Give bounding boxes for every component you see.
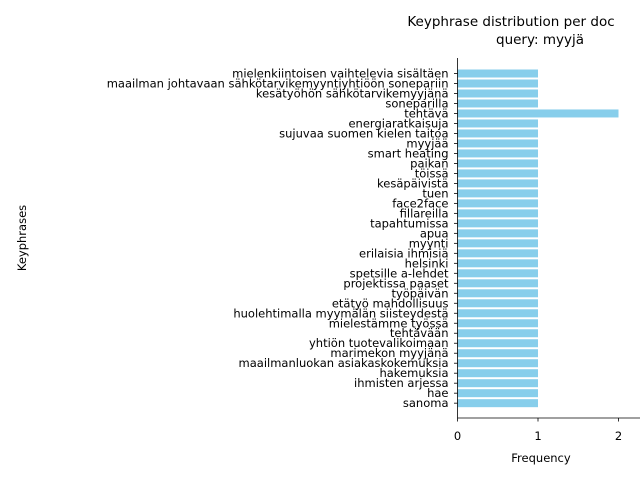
- bar: [457, 69, 538, 78]
- bar: [457, 309, 538, 318]
- category-label: tehtävä: [404, 106, 448, 120]
- category-label: sanoma: [403, 396, 449, 410]
- bar: [457, 399, 538, 408]
- bar: [457, 239, 538, 248]
- bar: [457, 129, 538, 138]
- bars-group: [457, 69, 619, 408]
- bar: [457, 119, 538, 128]
- bar: [457, 229, 538, 238]
- category-label: soneparilla: [385, 96, 448, 110]
- bar: [457, 299, 538, 308]
- category-label: spetsille a-lehdet: [350, 266, 449, 280]
- category-label: tapahtumissa: [370, 216, 448, 230]
- bar: [457, 189, 538, 198]
- category-label: sujuvaa suomen kielen taitoa: [279, 126, 448, 140]
- bar: [457, 379, 538, 388]
- category-label: smart heating: [368, 146, 449, 160]
- category-label: apua: [420, 226, 449, 240]
- bar: [457, 139, 538, 148]
- bar: [457, 269, 538, 278]
- bar: [457, 389, 538, 398]
- category-label: kesätyöhön sähkötarvikemyyjänä: [256, 86, 449, 100]
- category-label: paikan: [410, 156, 448, 170]
- category-label: tehtävään: [390, 326, 449, 340]
- bar: [457, 209, 538, 218]
- category-label: töissä: [415, 166, 449, 180]
- category-label: erilaisia ihmisiä: [359, 246, 448, 260]
- bar: [457, 349, 538, 358]
- bar: [457, 179, 538, 188]
- category-label: kesäpäivistä: [377, 176, 448, 190]
- bar: [457, 359, 538, 368]
- bar: [457, 199, 538, 208]
- category-label: fillareilla: [400, 206, 449, 220]
- category-label: marimekon myyjänä: [330, 346, 448, 360]
- category-label: maailmanluokan asiakaskokemuksia: [239, 356, 449, 370]
- category-label: työpäivän: [391, 286, 448, 300]
- category-label: projektissa paaset: [343, 276, 449, 290]
- category-label: helsinki: [405, 256, 449, 270]
- category-label: hakemuksia: [379, 366, 448, 380]
- category-label: ihmisten arjessa: [354, 376, 448, 390]
- category-label: myynti: [409, 236, 449, 250]
- bar: [457, 149, 538, 158]
- bar: [457, 89, 538, 98]
- x-axis-label: Frequency: [511, 451, 571, 465]
- category-label: tuen: [422, 186, 448, 200]
- bar: [457, 159, 538, 168]
- x-tick-label: 2: [615, 429, 622, 443]
- category-label: yhtiön tuotevalikoimaan: [309, 336, 449, 350]
- category-label: mielestämme työssä: [329, 316, 449, 330]
- bar: [457, 319, 538, 328]
- bar: [457, 329, 538, 338]
- category-label: mielenkiintoisen vaihtelevia sisältäen: [232, 67, 448, 81]
- bar: [457, 259, 538, 268]
- category-label: maailman johtavaan sähkötarvikemyyntiyht…: [107, 76, 449, 90]
- category-labels: mielenkiintoisen vaihtelevia sisältäenma…: [107, 67, 458, 410]
- category-label: hae: [427, 386, 448, 400]
- x-axis: 0 1 2: [454, 418, 622, 443]
- bar: [457, 99, 538, 108]
- bar: [457, 249, 538, 258]
- category-label: huolehtimalla myymälän siisteydestä: [233, 306, 448, 320]
- chart-title-line1: Keyphrase distribution per doc: [407, 14, 614, 30]
- bar: [457, 169, 538, 178]
- category-label: face2face: [392, 196, 448, 210]
- y-axis-label: Keyphrases: [15, 205, 29, 271]
- x-tick-label: 0: [454, 429, 461, 443]
- category-label: myyjää: [406, 136, 448, 150]
- category-label: energiaratkaisuja: [348, 116, 448, 130]
- bar: [457, 109, 619, 118]
- chart-title-line2: query: myyjä: [496, 32, 584, 48]
- bar: [457, 369, 538, 378]
- bar: [457, 219, 538, 228]
- bar: [457, 79, 538, 88]
- bar: [457, 289, 538, 298]
- x-tick-label: 1: [534, 429, 541, 443]
- category-label: etätyö mahdollisuus: [332, 296, 449, 310]
- bar: [457, 279, 538, 288]
- bar: [457, 339, 538, 348]
